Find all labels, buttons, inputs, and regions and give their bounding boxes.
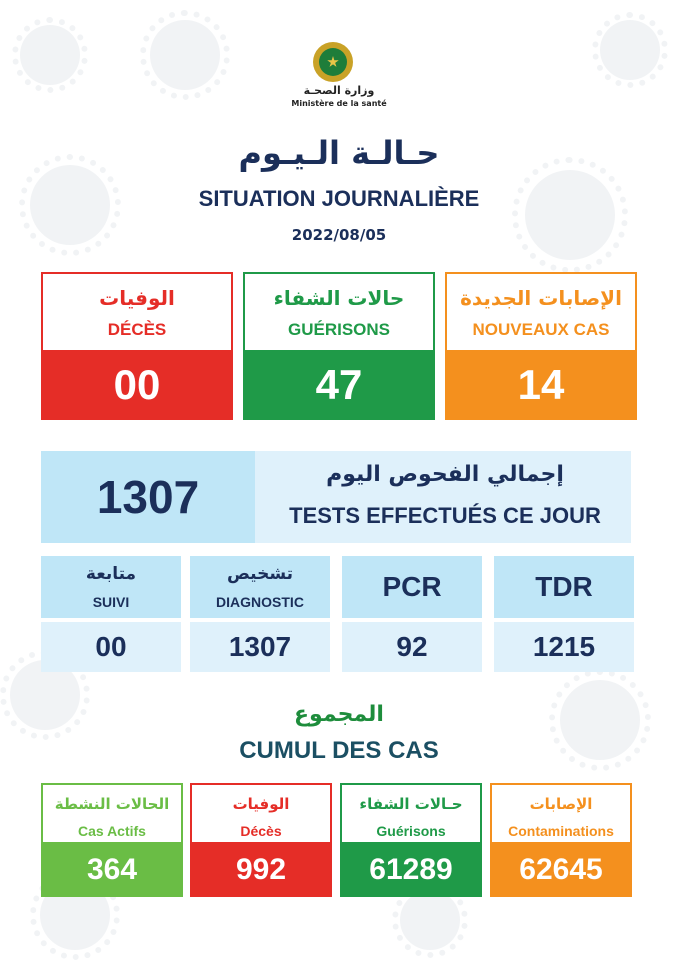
- card-value: 61289: [340, 842, 482, 897]
- card-label-ar: حالات الشفاء: [273, 286, 405, 310]
- card-label-fr: Contaminations: [508, 823, 614, 839]
- ministry-seal-icon: [313, 42, 353, 82]
- card-label-fr: Cas Actifs: [78, 823, 146, 839]
- test-value-suivi: 00: [41, 622, 181, 672]
- card-label-ar: الإصابات الجديدة: [460, 286, 622, 310]
- card-contaminations-total: الإصابات Contaminations 62645: [490, 783, 632, 897]
- tests-total-value: 1307: [41, 451, 255, 543]
- card-recoveries-daily: حالات الشفاء GUÉRISONS 47: [243, 272, 435, 420]
- card-value: 47: [243, 350, 435, 420]
- page-title-fr: SITUATION JOURNALIÈRE: [198, 186, 480, 211]
- test-label-ar: تشخيص: [226, 564, 294, 584]
- card-label-fr: GUÉRISONS: [287, 320, 391, 339]
- test-label-ar: متابعة: [85, 564, 137, 584]
- card-label-fr: Guérisons: [376, 823, 446, 839]
- test-label-fr: DIAGNOSTIC: [216, 594, 304, 610]
- test-type-suivi: متابعة SUIVI: [41, 556, 181, 618]
- test-type-tdr: TDR: [494, 556, 634, 618]
- test-label: PCR: [382, 571, 442, 602]
- test-label-fr: SUIVI: [92, 594, 130, 610]
- test-value: 1215: [532, 631, 596, 662]
- report-date: 2022/08/05: [291, 226, 387, 244]
- test-label: TDR: [535, 571, 593, 602]
- ministry-name-ar: وزارة الصحـة: [303, 84, 375, 97]
- tests-label-fr: TESTS EFFECTUÉS CE JOUR: [289, 503, 601, 528]
- virus-decoration-icon: [391, 881, 469, 959]
- virus-decoration-icon: [140, 10, 230, 100]
- card-deaths-total: الوفيات Décès 992: [190, 783, 332, 897]
- test-value-diagnostic: 1307: [190, 622, 330, 672]
- card-label-ar: الوفيات: [232, 795, 290, 813]
- cumulative-title-ar: المجموع: [294, 702, 384, 727]
- card-label-ar: الإصابات: [529, 795, 593, 813]
- test-value: 1307: [228, 631, 292, 662]
- card-label-ar: الحالات النشطة: [54, 795, 170, 813]
- card-label-fr: DÉCÈS: [107, 320, 167, 339]
- test-value-pcr: 92: [342, 622, 482, 672]
- card-active-cases: الحالات النشطة Cas Actifs 364: [41, 783, 183, 897]
- virus-decoration-icon: [11, 16, 89, 94]
- virus-decoration-icon: [591, 11, 669, 89]
- card-value: 62645: [490, 842, 632, 897]
- test-type-diagnostic: تشخيص DIAGNOSTIC: [190, 556, 330, 618]
- card-new-cases-daily: الإصابات الجديدة NOUVEAUX CAS 14: [445, 272, 637, 420]
- card-recoveries-total: حـالات الشفاء Guérisons 61289: [340, 783, 482, 897]
- test-type-pcr: PCR: [342, 556, 482, 618]
- page-title-ar: حـالـة الـيـوم: [238, 134, 440, 172]
- card-value: 14: [445, 350, 637, 420]
- card-deaths-daily: الوفيات DÉCÈS 00: [41, 272, 233, 420]
- card-value: 00: [41, 350, 233, 420]
- test-value: 00: [95, 631, 127, 662]
- card-label-fr: NOUVEAUX CAS: [472, 320, 610, 339]
- test-value: 92: [396, 631, 428, 662]
- card-label-ar: الوفيات: [99, 286, 175, 310]
- card-value: 364: [41, 842, 183, 897]
- card-label-fr: Décès: [240, 823, 282, 839]
- cumulative-title-fr: CUMUL DES CAS: [239, 737, 439, 764]
- tests-label-ar: إجمالي الفحوص اليوم: [326, 462, 564, 487]
- test-value-tdr: 1215: [494, 622, 634, 672]
- virus-decoration-icon: [18, 153, 122, 257]
- ministry-name-fr: Ministère de la santé: [291, 99, 387, 108]
- virus-decoration-icon: [512, 157, 628, 273]
- card-value: 992: [190, 842, 332, 897]
- card-label-ar: حـالات الشفاء: [359, 795, 463, 813]
